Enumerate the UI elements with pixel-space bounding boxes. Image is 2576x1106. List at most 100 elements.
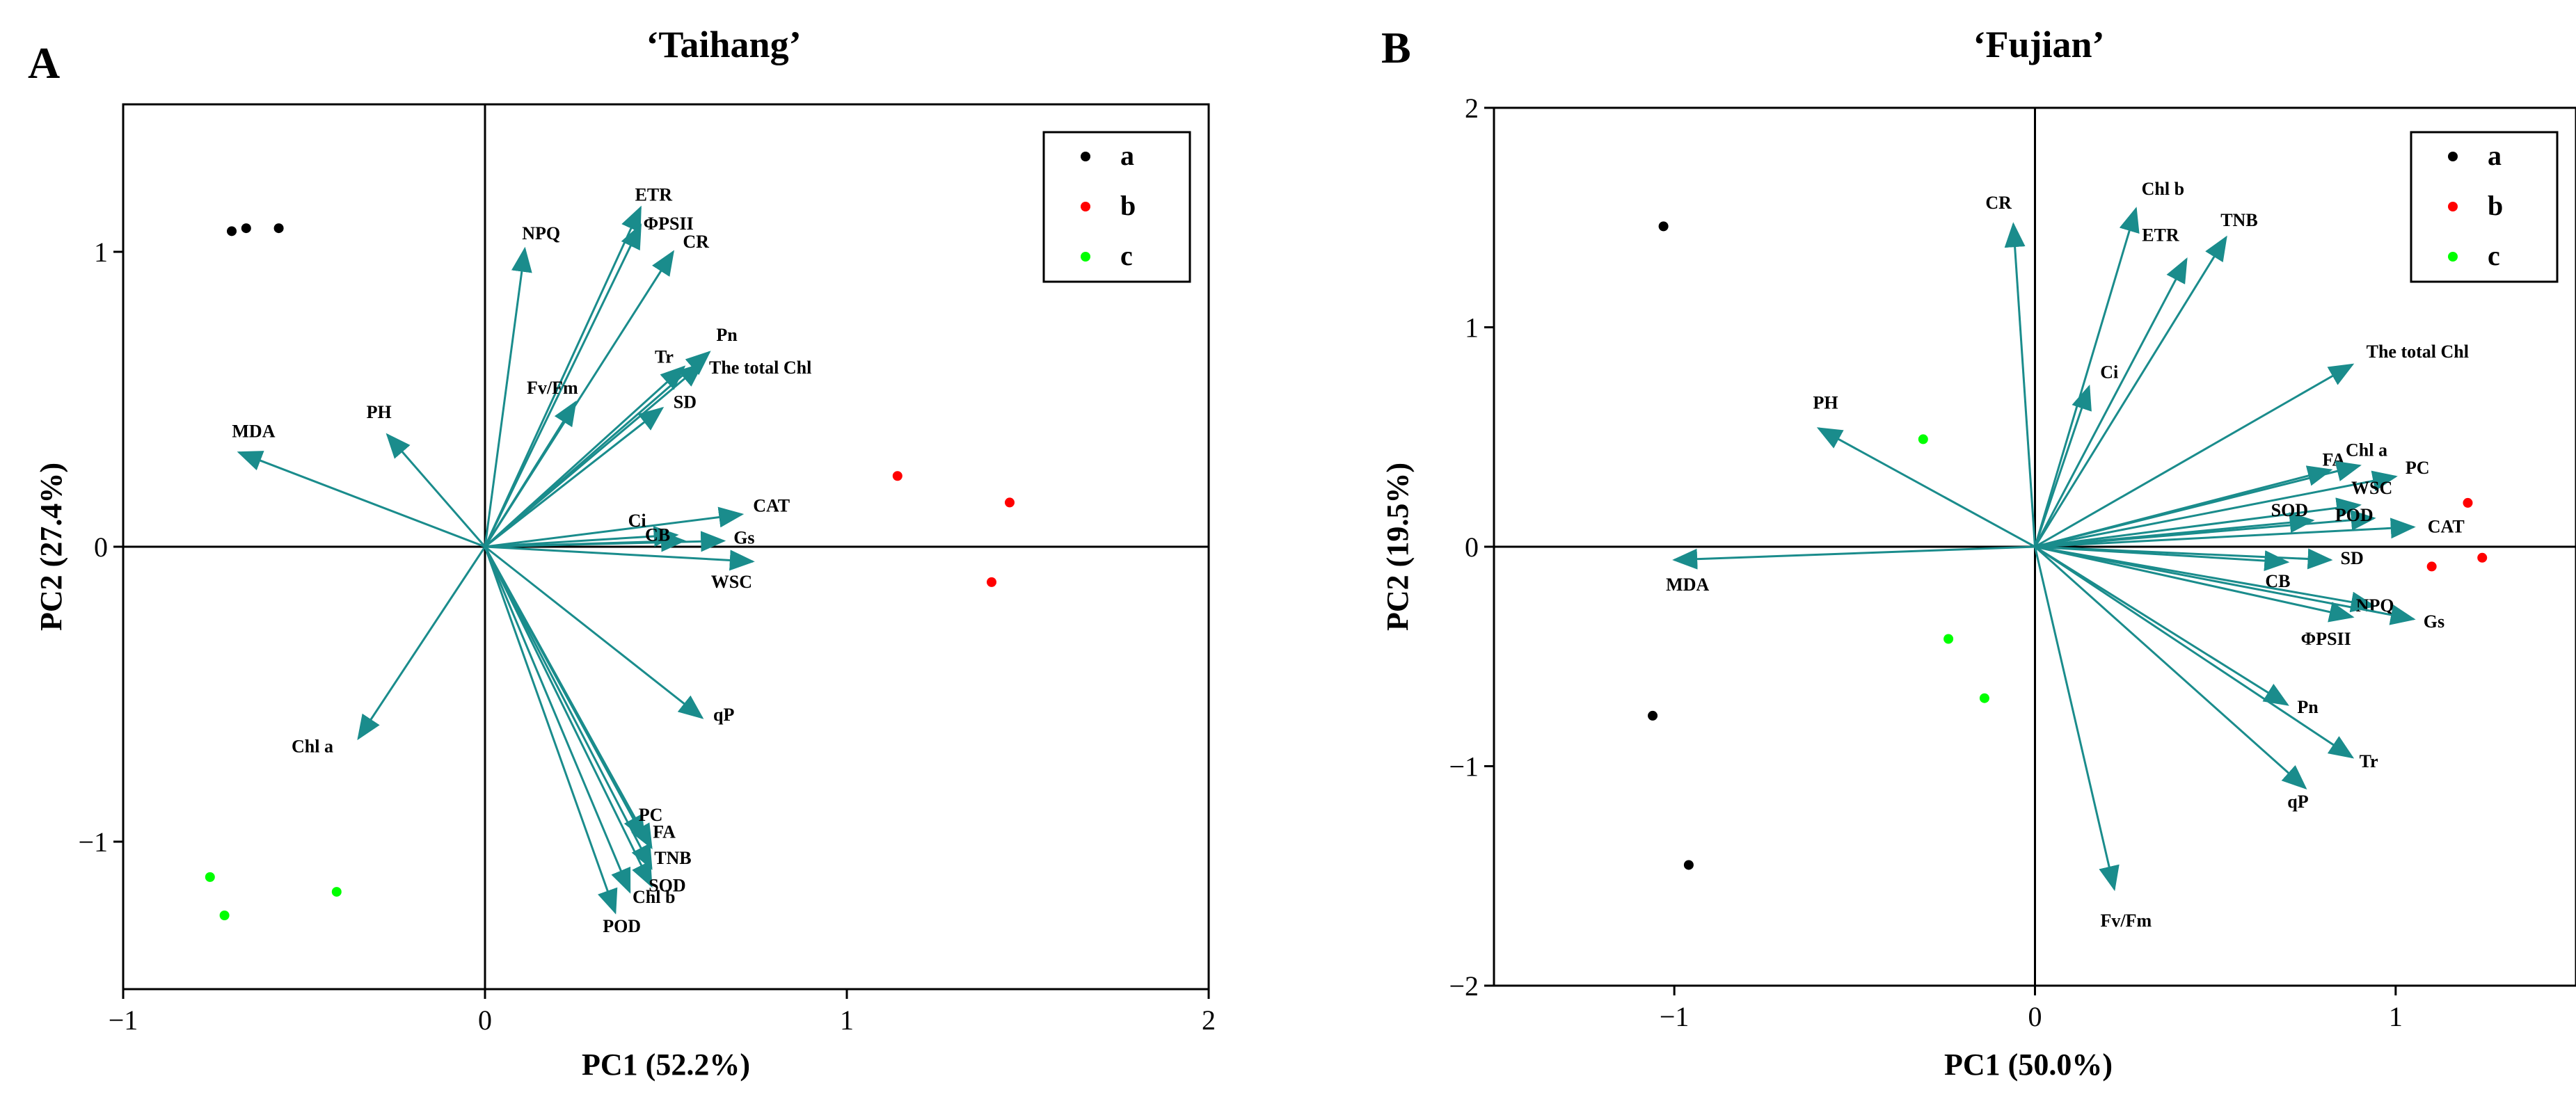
panel-a-legend-box bbox=[1042, 131, 1191, 283]
panel-a-point-group-c bbox=[331, 887, 342, 897]
panel-a-legend-marker-a bbox=[1081, 152, 1090, 161]
panel-b-vector-label-fa: FA bbox=[2323, 450, 2346, 470]
panel-a-vector-label-tr: Tr bbox=[655, 346, 674, 367]
panel-a-vector-gs bbox=[484, 531, 726, 552]
panel-a-vector-label-etr: ETR bbox=[635, 184, 673, 205]
panel-a-vector-label-mda: MDA bbox=[232, 421, 275, 441]
panel-b-vector-pn bbox=[2034, 545, 2289, 706]
panel-b-vector-label-gs: Gs bbox=[2424, 611, 2444, 632]
panel-b-vector-label-the-total-chl: The total Chl bbox=[2367, 342, 2469, 362]
panel-a-legend-marker-c bbox=[1081, 252, 1090, 262]
panel-b-vector-chl-a bbox=[2035, 460, 2362, 548]
panel-b-point-group-b bbox=[2477, 552, 2488, 563]
panel-b-vector-psii bbox=[2035, 545, 2355, 623]
panel-b-x-tick-label: −1 bbox=[1660, 1001, 1689, 1032]
panel-b-vector-gs bbox=[2035, 545, 2416, 625]
panel-b-vector-label-cr: CR bbox=[1985, 193, 2012, 213]
panel-b-vector-pc bbox=[2035, 470, 2398, 548]
panel-b-vector-chl-b bbox=[2034, 207, 2140, 547]
panel-b-legend-label-c: c bbox=[2488, 240, 2500, 271]
panel-a-vector-qp bbox=[484, 545, 704, 719]
panel-a-x-tick-label: 0 bbox=[478, 1004, 492, 1036]
panel-b-vector-wsc bbox=[2035, 497, 2362, 548]
panel-b-vector-label-psii: ΦPSII bbox=[2301, 629, 2351, 649]
panel-a-vector-sod bbox=[484, 546, 653, 888]
panel-b-vector-qp bbox=[2034, 545, 2307, 790]
panel-b-x-tick-label: 1 bbox=[2389, 1001, 2403, 1032]
panel-a-vector-label-the-total-chl: The total Chl bbox=[709, 358, 811, 378]
panel-a-vector-label-gs: Gs bbox=[733, 528, 754, 548]
panel-a-vector-label-psii: ΦPSII bbox=[644, 214, 694, 234]
panel-a-vector-npq bbox=[484, 246, 532, 547]
panel-a-point-group-c bbox=[219, 911, 230, 920]
panel-a-vector-tnb bbox=[484, 546, 653, 870]
panel-b-vector-pod bbox=[2035, 509, 2376, 548]
panel-a-vector-etr bbox=[484, 205, 642, 547]
panel-b-vector-label-fv-fm: Fv/Fm bbox=[2101, 911, 2152, 931]
panel-a-vector-label-sd: SD bbox=[674, 392, 697, 412]
panel-a-vector-mda bbox=[237, 451, 486, 548]
panel-a-point-group-b bbox=[1005, 497, 1015, 508]
panel-b-vector-ci bbox=[2034, 384, 2092, 547]
panel-b-point-group-c bbox=[1943, 634, 1954, 644]
panel-b-title: ‘Fujian’ bbox=[1973, 24, 2105, 65]
panel-a-vector-label-fv-fm: Fv/Fm bbox=[527, 378, 578, 398]
panel-b-legend-marker-b bbox=[2448, 202, 2458, 211]
panel-a-vector-label-fa: FA bbox=[653, 822, 676, 842]
panel-a-point-group-a bbox=[241, 223, 251, 234]
panel-a-vector-fa bbox=[484, 546, 653, 850]
panel-a-vector-label-qp: qP bbox=[713, 705, 734, 725]
panel-b: B ‘Fujian’ −1 0 1 −2 −1 0 1 2 CR Chl b TNB ETR Ci The… bbox=[1381, 23, 2576, 1082]
panel-a-vector-cat bbox=[484, 506, 745, 548]
panel-b-vector-label-ph: PH bbox=[1813, 393, 1838, 413]
panel-a-vector-psii bbox=[484, 223, 642, 547]
panel-a-legend-label-c: c bbox=[1120, 240, 1133, 271]
panel-b-point-group-b bbox=[2463, 497, 2473, 508]
panel-b-vector-label-etr: ETR bbox=[2142, 225, 2179, 246]
panel-a-vector-label-ci: Ci bbox=[628, 511, 646, 531]
panel-a-y-tick-label: −1 bbox=[78, 826, 108, 858]
panel-b-vector-tr bbox=[2034, 545, 2355, 759]
panel-a-legend-label-b: b bbox=[1120, 190, 1136, 221]
panel-a-vector-chl-a bbox=[357, 546, 486, 741]
panel-b-vector-label-qp: qP bbox=[2287, 792, 2308, 812]
panel-b-vector-label-pn: Pn bbox=[2297, 697, 2319, 717]
panel-b-y-axis-label: PC2 (19.5%) bbox=[1381, 463, 1415, 631]
panel-b-point-group-a bbox=[1648, 710, 1658, 721]
panel-b-x-tick-label: 0 bbox=[2028, 1001, 2042, 1032]
panel-a-y-tick-label: 1 bbox=[94, 237, 108, 268]
panel-a-vector-label-cr: CR bbox=[683, 232, 709, 252]
panel-a-vector-label-pod: POD bbox=[603, 916, 641, 936]
panel-b-vector-label-mda: MDA bbox=[1666, 575, 1709, 595]
panel-a-y-axis-label: PC2 (27.4%) bbox=[34, 463, 68, 631]
panel-a-point-group-b bbox=[987, 577, 996, 587]
panel-a-point-group-b bbox=[892, 471, 903, 481]
panel-a-x-tick-label: 1 bbox=[840, 1004, 854, 1036]
panel-a-vector-label-pn: Pn bbox=[716, 325, 738, 345]
panel-b-vector-fv-fm bbox=[2034, 546, 2120, 892]
panel-b-vector-label-wsc: WSC bbox=[2351, 478, 2392, 498]
panel-a-point-group-a bbox=[227, 226, 237, 237]
panel-a-vector-label-sod: SOD bbox=[649, 876, 685, 896]
panel-a-vector-pod bbox=[484, 546, 618, 915]
panel-a-vector-the-total-chl bbox=[484, 362, 704, 548]
panel-a-vector-chl-b bbox=[484, 546, 631, 894]
panel-a-x-tick-label: −1 bbox=[109, 1004, 138, 1036]
panel-b-point-group-a bbox=[1658, 221, 1669, 232]
panel-b-point-group-c bbox=[1979, 693, 1989, 703]
panel-b-vector-label-tr: Tr bbox=[2360, 751, 2378, 771]
panel-a-vector-label-wsc: WSC bbox=[711, 572, 752, 592]
panel-a-vector-sd bbox=[484, 406, 665, 548]
panel-b-legend-marker-a bbox=[2448, 152, 2458, 161]
panel-b-plot-area: −1 0 1 −2 −1 0 1 2 CR Chl b TNB ETR Ci The total Chl P… bbox=[1449, 93, 2576, 1032]
panel-a-x-tick-label: 2 bbox=[1202, 1004, 1216, 1036]
panel-b-vector-etr bbox=[2034, 257, 2188, 547]
panel-a-x-axis-label: PC1 (52.2%) bbox=[582, 1048, 750, 1082]
panel-b-vector-the-total-chl bbox=[2034, 363, 2355, 548]
panel-b-vector-label-chl-a: Chl a bbox=[2346, 440, 2387, 460]
panel-b-legend-label-b: b bbox=[2488, 190, 2503, 221]
panel-b-point-group-b bbox=[2426, 561, 2437, 572]
panel-b-vector-mda bbox=[1672, 545, 2035, 570]
